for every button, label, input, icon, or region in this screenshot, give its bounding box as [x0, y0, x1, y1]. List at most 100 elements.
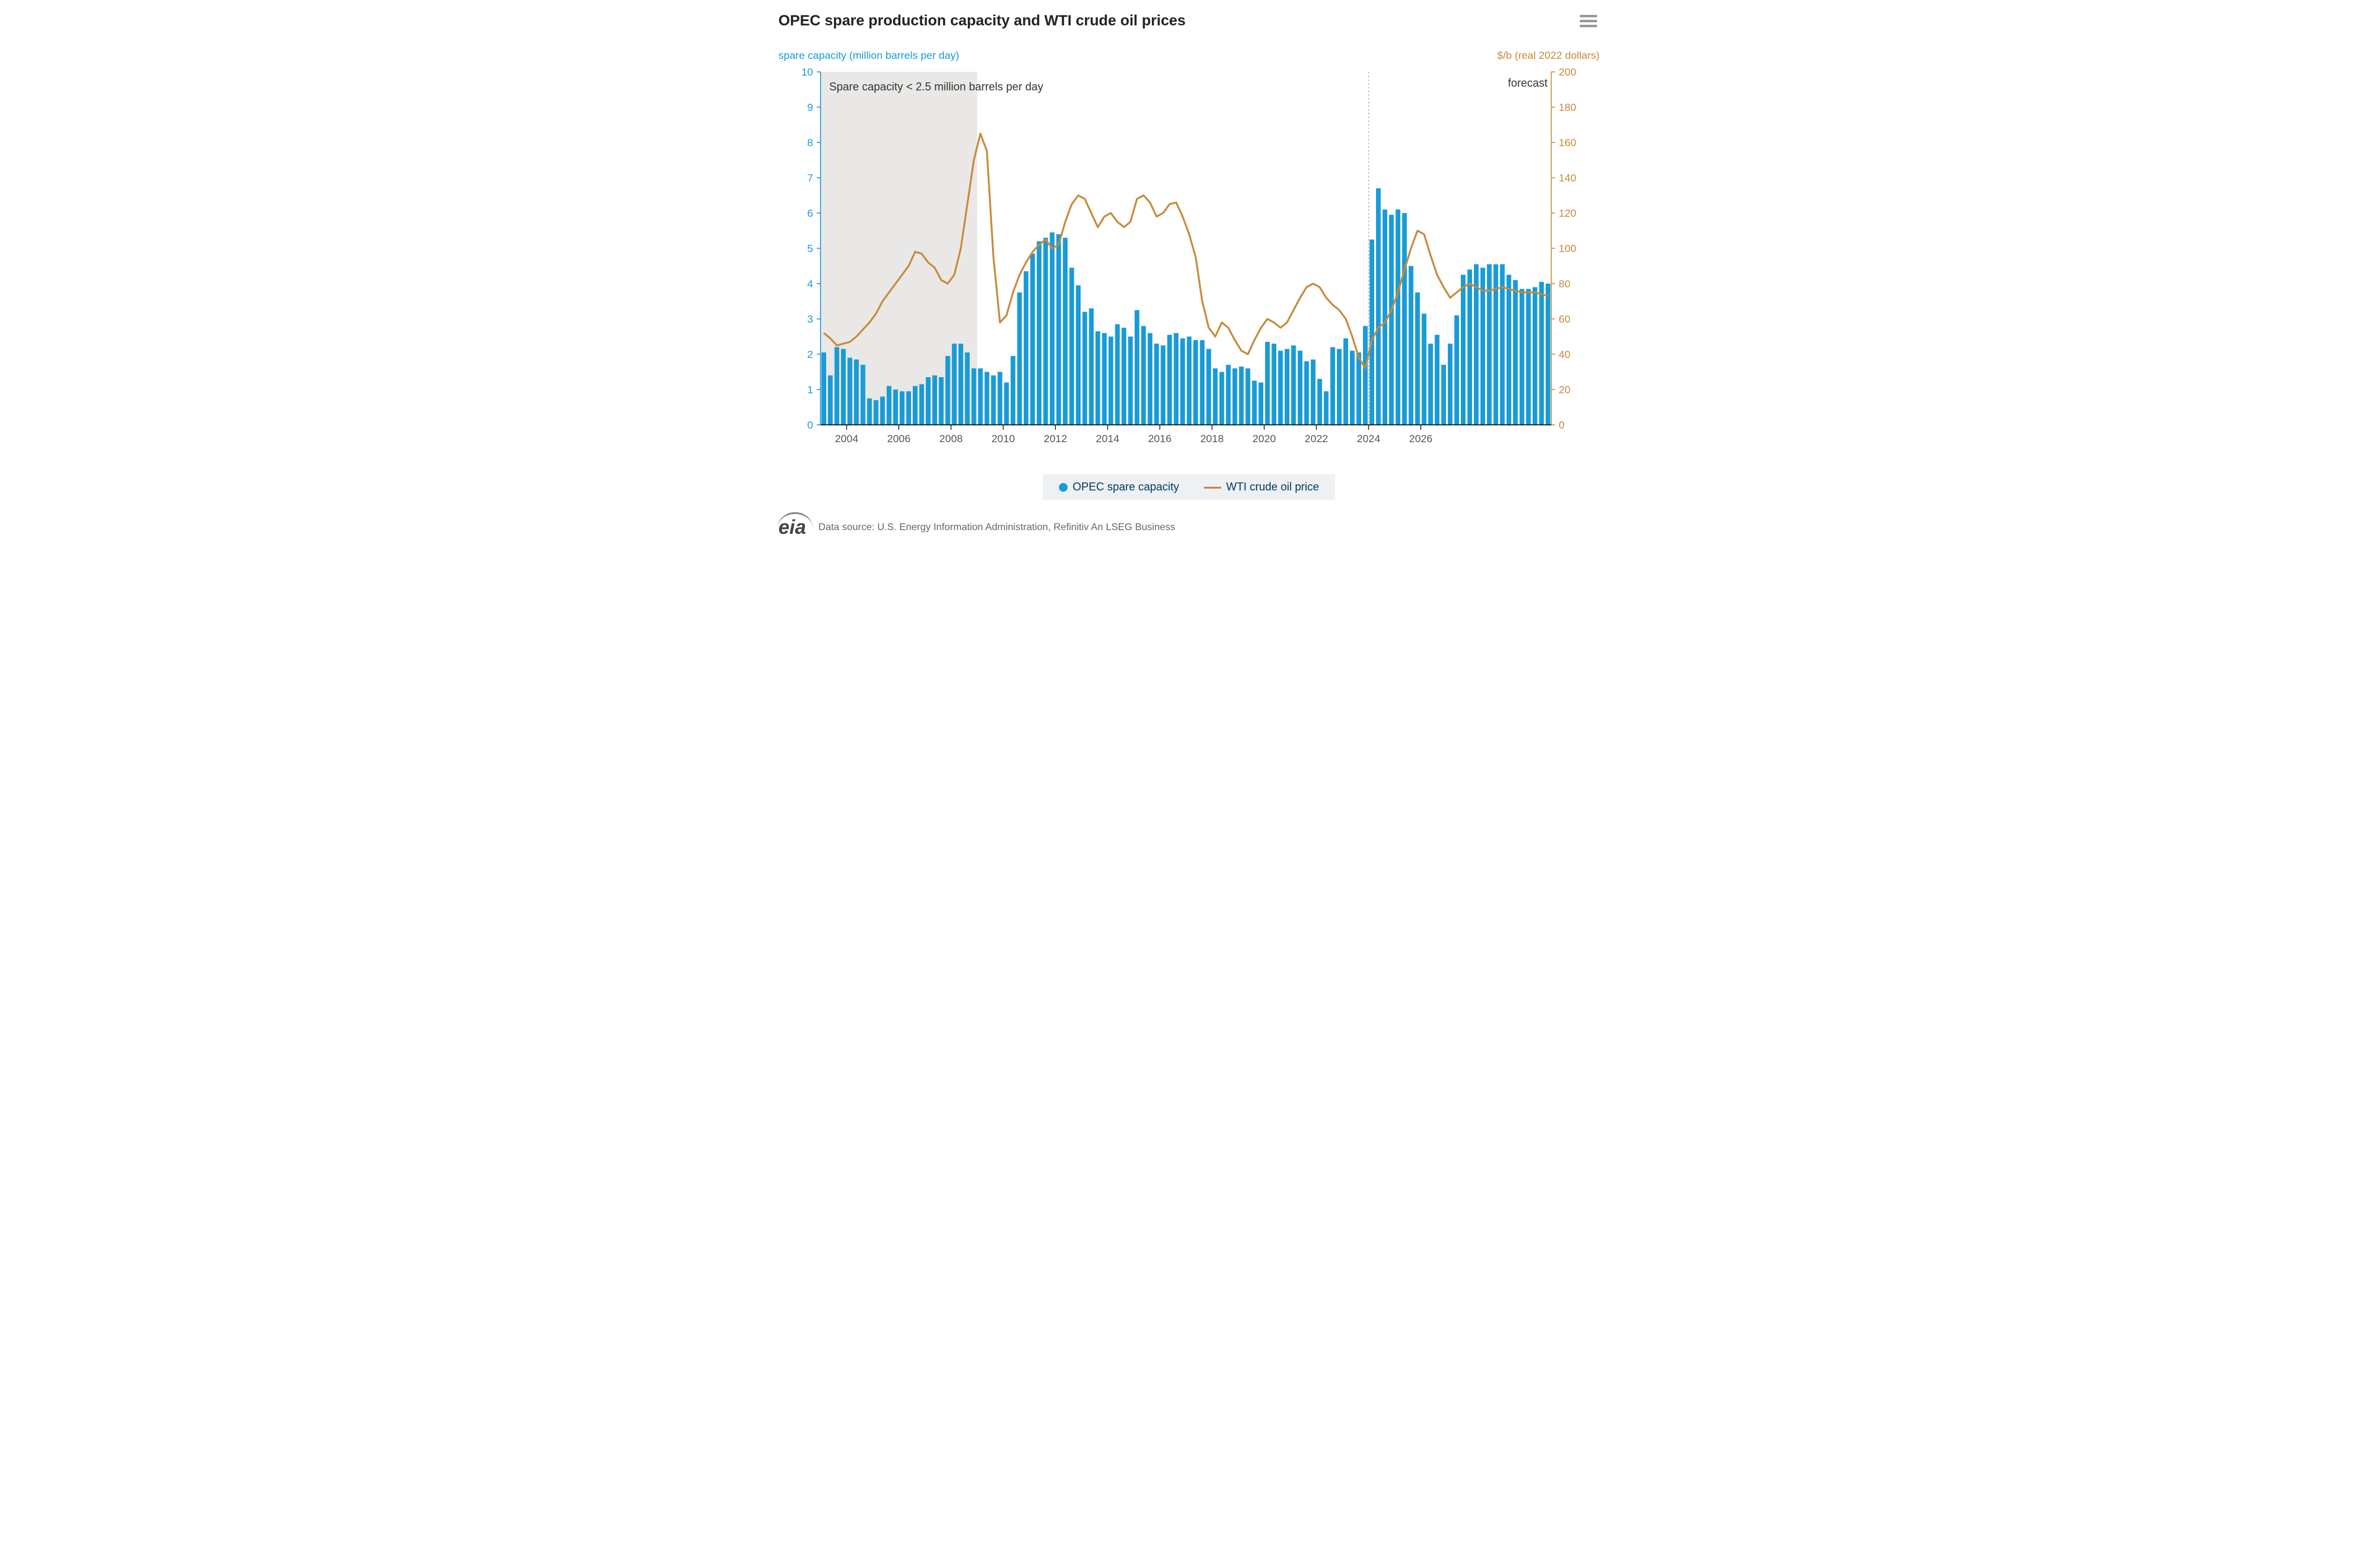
bar — [1082, 312, 1087, 425]
bar — [1265, 342, 1270, 425]
bar — [1043, 238, 1048, 425]
y-right-tick: 180 — [1559, 102, 1576, 113]
bar — [1507, 275, 1512, 425]
bar — [1539, 282, 1544, 425]
bar — [1376, 188, 1381, 425]
bar — [1063, 238, 1068, 425]
bar — [965, 352, 970, 425]
bar — [1343, 338, 1348, 425]
bar — [1206, 349, 1211, 425]
bar — [828, 375, 833, 425]
bar — [1278, 351, 1283, 425]
x-tick: 2022 — [1305, 433, 1328, 445]
y-right-tick: 160 — [1559, 137, 1576, 149]
bar — [991, 375, 996, 425]
bar — [1011, 356, 1016, 425]
bar — [1435, 335, 1440, 425]
bar — [926, 377, 931, 425]
bar — [1271, 344, 1276, 425]
bar — [1252, 381, 1257, 425]
bar — [1409, 266, 1414, 425]
forecast-label: forecast — [1508, 77, 1548, 89]
bar — [1285, 349, 1290, 425]
shaded-label: Spare capacity < 2.5 million barrels per… — [829, 81, 1043, 93]
bar — [978, 368, 983, 425]
bar — [1056, 234, 1061, 425]
bar — [952, 344, 957, 425]
bar — [1396, 209, 1401, 425]
legend-item-line: WTI crude oil price — [1204, 481, 1319, 494]
bar — [1154, 344, 1159, 425]
bar — [1402, 213, 1407, 425]
x-tick: 2020 — [1253, 433, 1276, 445]
bar — [835, 347, 840, 425]
bar — [1258, 383, 1263, 425]
bar — [1363, 326, 1368, 425]
y-left-tick: 6 — [808, 207, 813, 219]
bar — [1448, 344, 1453, 425]
y-right-tick: 140 — [1559, 172, 1576, 184]
bar — [1428, 344, 1433, 425]
right-axis-label: $/b (real 2022 dollars) — [1497, 50, 1600, 62]
bar — [1546, 284, 1551, 425]
chart-canvas: 012345678910020406080100120140160180200f… — [778, 66, 1600, 462]
y-left-tick: 8 — [808, 137, 813, 149]
bar — [841, 349, 846, 425]
bar — [1356, 352, 1361, 425]
bar — [1187, 337, 1191, 425]
y-left-tick: 3 — [808, 313, 813, 325]
bar — [1383, 209, 1388, 425]
bar — [1304, 361, 1309, 425]
bar — [913, 386, 918, 425]
bar — [1024, 271, 1029, 425]
left-axis-label: spare capacity (million barrels per day) — [778, 50, 959, 62]
bar — [861, 365, 866, 425]
bar — [854, 360, 859, 425]
bar — [887, 386, 892, 425]
bar — [920, 384, 925, 425]
bar — [893, 390, 898, 425]
y-left-tick: 1 — [808, 384, 813, 396]
bar — [1461, 275, 1466, 425]
y-right-tick: 20 — [1559, 384, 1570, 396]
bar — [1128, 337, 1133, 425]
bar — [1317, 379, 1322, 425]
bar — [1526, 289, 1531, 425]
bar — [1069, 268, 1074, 425]
bar — [959, 344, 964, 425]
menu-icon[interactable] — [1577, 12, 1600, 30]
y-left-tick: 9 — [808, 102, 813, 113]
bar — [1350, 351, 1355, 425]
y-left-tick: 0 — [808, 419, 813, 431]
bar — [906, 391, 911, 425]
bar — [939, 377, 944, 425]
bar — [1089, 308, 1094, 425]
x-tick: 2010 — [991, 433, 1015, 445]
bar — [1487, 264, 1492, 425]
legend: OPEC spare capacity WTI crude oil price — [1043, 474, 1335, 500]
x-tick: 2016 — [1148, 433, 1172, 445]
bar — [880, 396, 885, 425]
bar — [1174, 333, 1178, 425]
y-left-tick: 7 — [808, 172, 813, 184]
bar — [1337, 349, 1342, 425]
bar — [1415, 292, 1420, 425]
bar — [848, 358, 853, 425]
source-text: Data source: U.S. Energy Information Adm… — [818, 522, 1175, 533]
bar — [933, 375, 938, 425]
bar — [946, 356, 951, 425]
bar — [1213, 368, 1218, 425]
x-tick: 2014 — [1096, 433, 1120, 445]
bar — [998, 372, 1003, 425]
y-right-tick: 60 — [1559, 313, 1570, 325]
bar — [1030, 254, 1035, 425]
bar — [1298, 351, 1303, 425]
bar — [1121, 328, 1126, 425]
bar — [1017, 292, 1022, 425]
bar — [985, 372, 990, 425]
bar — [1245, 368, 1250, 425]
bar — [1232, 368, 1237, 425]
bar — [1037, 242, 1042, 425]
bar — [1468, 269, 1473, 425]
y-left-tick: 10 — [801, 66, 813, 78]
